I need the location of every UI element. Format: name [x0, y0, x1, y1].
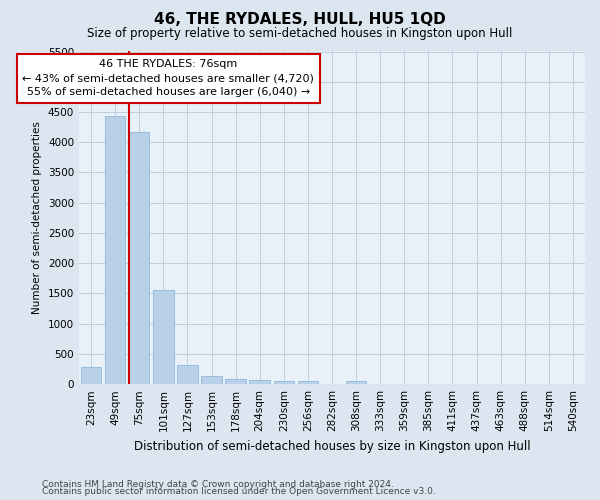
- Bar: [226, 380, 246, 384]
- Bar: [153, 290, 173, 384]
- Bar: [129, 132, 149, 384]
- Text: Contains public sector information licensed under the Open Government Licence v3: Contains public sector information licen…: [42, 487, 436, 496]
- Text: Contains HM Land Registry data © Crown copyright and database right 2024.: Contains HM Land Registry data © Crown c…: [42, 480, 394, 489]
- Bar: [201, 376, 222, 384]
- Bar: [250, 380, 270, 384]
- Bar: [81, 366, 101, 384]
- Bar: [105, 116, 125, 384]
- Bar: [346, 381, 367, 384]
- Text: 46 THE RYDALES: 76sqm
← 43% of semi-detached houses are smaller (4,720)
55% of s: 46 THE RYDALES: 76sqm ← 43% of semi-deta…: [22, 59, 314, 97]
- Y-axis label: Number of semi-detached properties: Number of semi-detached properties: [32, 122, 43, 314]
- Bar: [298, 381, 318, 384]
- Bar: [274, 380, 294, 384]
- X-axis label: Distribution of semi-detached houses by size in Kingston upon Hull: Distribution of semi-detached houses by …: [134, 440, 530, 452]
- Bar: [177, 364, 197, 384]
- Text: Size of property relative to semi-detached houses in Kingston upon Hull: Size of property relative to semi-detach…: [88, 28, 512, 40]
- Text: 46, THE RYDALES, HULL, HU5 1QD: 46, THE RYDALES, HULL, HU5 1QD: [154, 12, 446, 28]
